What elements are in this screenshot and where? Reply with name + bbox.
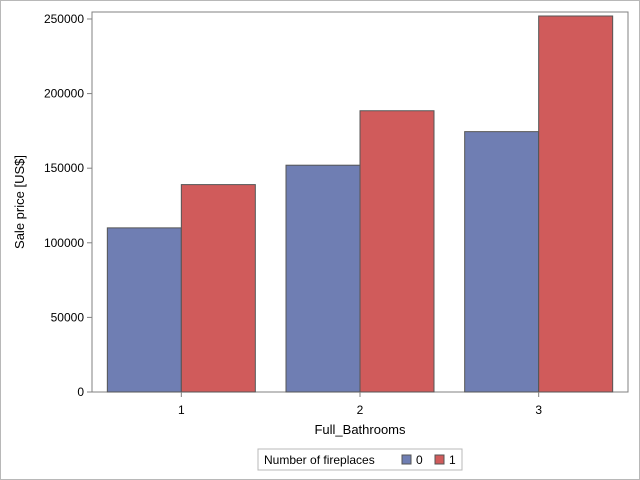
bar-1-series-1 [180, 184, 256, 393]
legend-label-1: 1 [449, 453, 456, 467]
legend-label-0: 0 [416, 453, 423, 467]
legend-swatch-0 [401, 454, 412, 465]
y-tick-label: 50000 [51, 310, 85, 324]
x-tick-label: 3 [535, 403, 542, 417]
y-tick-label: 150000 [44, 161, 84, 175]
y-tick-label: 100000 [44, 236, 84, 250]
bar-2-series-1 [359, 110, 435, 393]
bar-3-series-1 [538, 15, 614, 393]
bar-3-series-0 [464, 131, 540, 393]
bar-group [106, 15, 614, 393]
y-axis-title: Sale price [US$] [12, 155, 27, 249]
x-axis-title: Full_Bathrooms [314, 422, 406, 437]
legend-swatch-1 [434, 454, 445, 465]
legend-title: Number of fireplaces [264, 453, 375, 467]
bar-2-series-0 [285, 164, 361, 393]
x-axis: 1 2 3 [178, 392, 542, 417]
legend-box [257, 448, 463, 471]
y-tick-label: 250000 [44, 12, 84, 26]
bar-1-series-0 [106, 227, 182, 393]
y-tick-label: 0 [77, 385, 84, 399]
y-tick-label: 200000 [44, 87, 84, 101]
x-tick-label: 1 [178, 403, 185, 417]
x-tick-label: 2 [357, 403, 364, 417]
y-axis: 0 50000 100000 150000 200000 250000 [44, 12, 92, 399]
